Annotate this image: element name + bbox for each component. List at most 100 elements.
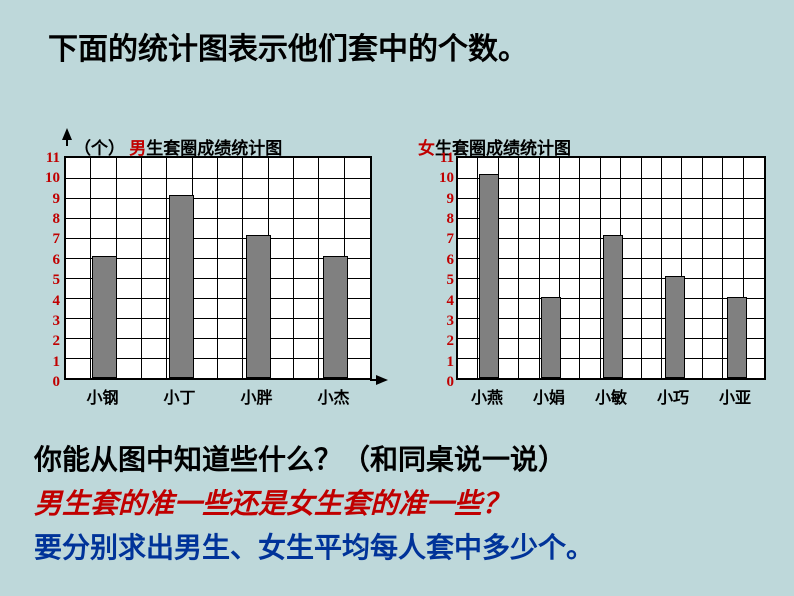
- grid-cell: [621, 278, 641, 298]
- grid-cell: [66, 198, 91, 218]
- grid-cell: [193, 238, 218, 258]
- grid-cell: [642, 258, 662, 278]
- grid-cell: [142, 358, 167, 378]
- grid-cell: [269, 238, 294, 258]
- grid-cell: [580, 158, 600, 178]
- grid-cell: [723, 178, 743, 198]
- grid-cell: [66, 218, 91, 238]
- x-label: 小敏: [591, 384, 631, 408]
- y-tick-label: 1: [53, 355, 61, 370]
- grid-cell: [243, 158, 268, 178]
- grid-cell: [319, 198, 344, 218]
- grid-cell: [269, 198, 294, 218]
- grid-cell: [66, 278, 91, 298]
- grid-cell: [142, 278, 167, 298]
- grid-cell: [91, 158, 116, 178]
- grid-cell: [642, 158, 662, 178]
- grid-cell: [744, 278, 764, 298]
- x-label: 小娟: [529, 384, 569, 408]
- grid-cell: [560, 158, 580, 178]
- grid-cell: [519, 258, 539, 278]
- grid-cell: [142, 338, 167, 358]
- grid-cell: [218, 258, 243, 278]
- grid-cell: [458, 258, 478, 278]
- grid-cell: [580, 218, 600, 238]
- grid-cell: [499, 278, 519, 298]
- grid-cell: [66, 338, 91, 358]
- grid-cell: [744, 158, 764, 178]
- girls-grid: [456, 156, 766, 380]
- grid-cell: [345, 338, 370, 358]
- grid-cell: [703, 238, 723, 258]
- grid-cell: [744, 198, 764, 218]
- y-tick-label: 7: [447, 232, 455, 247]
- grid-cell: [703, 258, 723, 278]
- grid-cell: [117, 298, 142, 318]
- grid-cell: [345, 158, 370, 178]
- grid-cell: [703, 318, 723, 338]
- grid-cell: [519, 238, 539, 258]
- grid-cell: [662, 158, 682, 178]
- y-tick-label: 2: [53, 334, 61, 349]
- grid-cell: [621, 238, 641, 258]
- grid-cell: [218, 338, 243, 358]
- grid-cell: [744, 258, 764, 278]
- grid-cell: [142, 318, 167, 338]
- grid-cell: [218, 178, 243, 198]
- grid-cell: [621, 358, 641, 378]
- grid-cell: [269, 158, 294, 178]
- grid-cell: [193, 218, 218, 238]
- grid-cell: [319, 178, 344, 198]
- grid-cell: [269, 318, 294, 338]
- grid-cell: [540, 238, 560, 258]
- grid-cell: [682, 358, 702, 378]
- grid-cell: [269, 338, 294, 358]
- grid-cell: [142, 238, 167, 258]
- x-axis-arrow-icon: [370, 375, 388, 385]
- grid-cell: [519, 318, 539, 338]
- grid-cell: [193, 278, 218, 298]
- grid-cell: [519, 358, 539, 378]
- grid-cell: [499, 158, 519, 178]
- bar-小亚: [727, 297, 748, 378]
- grid-cell: [601, 198, 621, 218]
- grid-cell: [345, 358, 370, 378]
- grid-cell: [703, 298, 723, 318]
- grid-cell: [601, 158, 621, 178]
- grid-cell: [193, 198, 218, 218]
- grid-cell: [345, 218, 370, 238]
- grid-cell: [66, 358, 91, 378]
- grid-cell: [458, 158, 478, 178]
- boys-y-axis: 01234567891011: [34, 150, 60, 382]
- grid-cell: [294, 298, 319, 318]
- grid-cell: [621, 258, 641, 278]
- grid-cell: [744, 178, 764, 198]
- grid-cell: [218, 298, 243, 318]
- grid-cell: [117, 358, 142, 378]
- grid-cell: [269, 258, 294, 278]
- y-tick-label: 11: [440, 151, 454, 166]
- grid-cell: [723, 258, 743, 278]
- grid-cell: [662, 238, 682, 258]
- grid-cell: [66, 158, 91, 178]
- grid-cell: [117, 198, 142, 218]
- grid-cell: [662, 178, 682, 198]
- grid-cell: [142, 158, 167, 178]
- y-tick-label: 6: [447, 253, 455, 268]
- grid-cell: [91, 198, 116, 218]
- grid-cell: [117, 258, 142, 278]
- grid-cell: [269, 178, 294, 198]
- grid-cell: [580, 298, 600, 318]
- grid-cell: [560, 218, 580, 238]
- grid-cell: [499, 198, 519, 218]
- bar-小杰: [323, 256, 349, 378]
- grid-cell: [682, 158, 702, 178]
- x-label: 小燕: [467, 384, 507, 408]
- grid-cell: [580, 198, 600, 218]
- y-axis-arrow-icon: [62, 128, 72, 146]
- grid-cell: [642, 238, 662, 258]
- y-tick-label: 4: [53, 294, 61, 309]
- grid-cell: [117, 278, 142, 298]
- y-tick-label: 9: [447, 192, 455, 207]
- grid-cell: [91, 178, 116, 198]
